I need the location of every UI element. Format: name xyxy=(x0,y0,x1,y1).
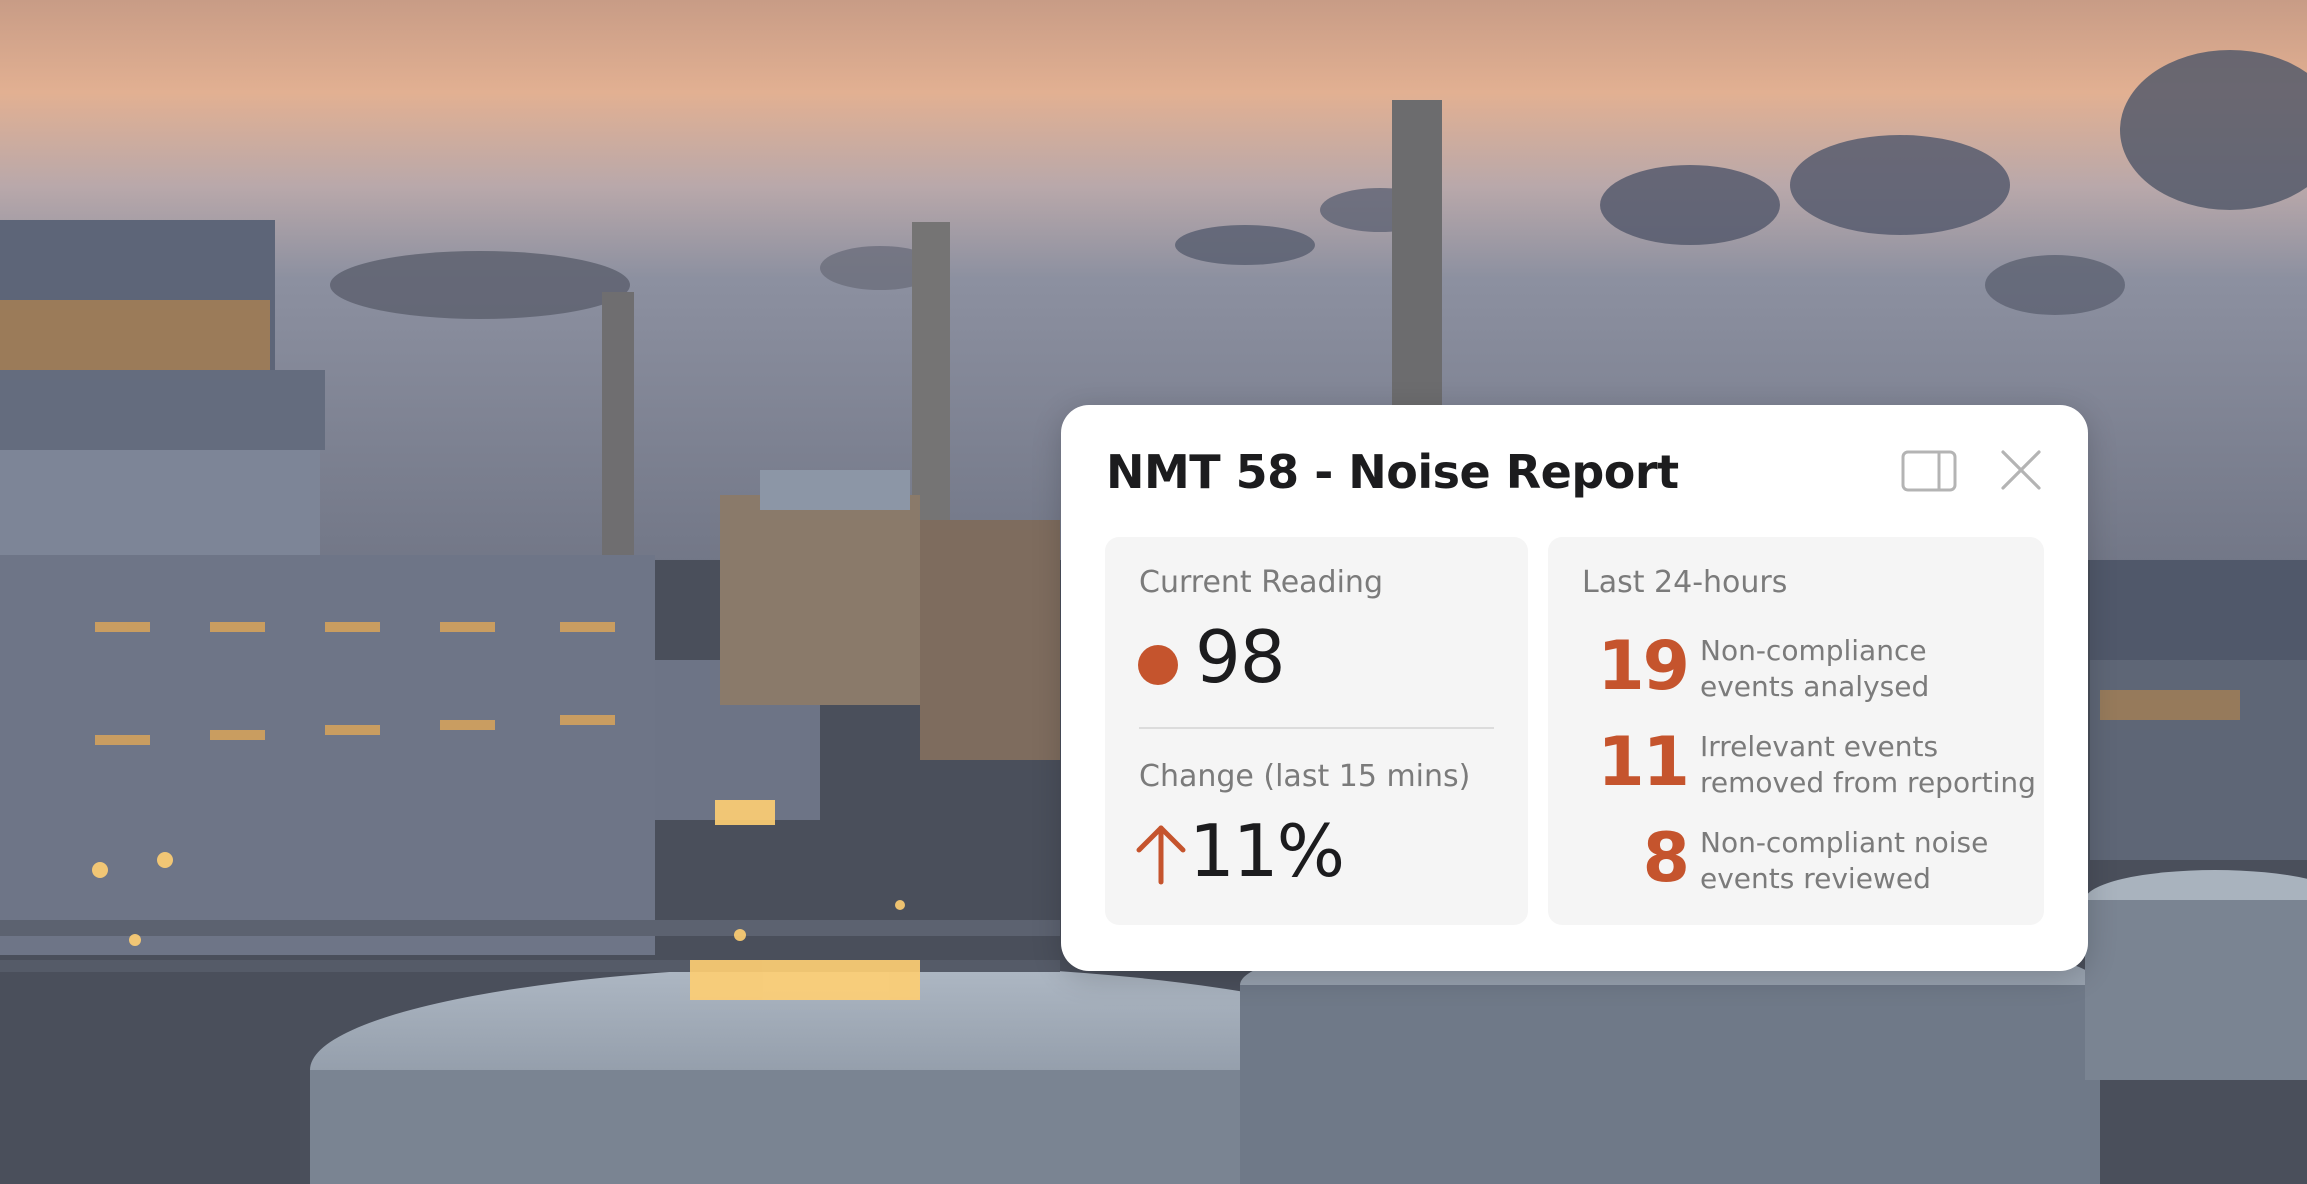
card-title: NMT 58 - Noise Report xyxy=(1106,445,1679,499)
stat-description-line: Non-compliant noise xyxy=(1700,826,1989,859)
stat-description: Non-compliance events analysed xyxy=(1700,633,1929,705)
stat-description: Irrelevant events removed from reporting xyxy=(1700,729,2036,801)
current-reading-value: 98 xyxy=(1195,615,1286,699)
stat-item: 8 Non-compliant noise events reviewed xyxy=(1570,819,2040,899)
noise-report-card: NMT 58 - Noise Report Current Reading 98… xyxy=(1061,405,2088,971)
last-24-hours-label: Last 24-hours xyxy=(1582,565,1788,600)
stat-number: 19 xyxy=(1597,627,1690,706)
stat-description-line: removed from reporting xyxy=(1700,766,2036,799)
stat-item: 11 Irrelevant events removed from report… xyxy=(1570,723,2040,803)
stat-description-line: events reviewed xyxy=(1700,862,1931,895)
close-icon[interactable] xyxy=(1999,448,2043,492)
stat-description: Non-compliant noise events reviewed xyxy=(1700,825,1988,897)
stat-number: 8 xyxy=(1642,819,1690,898)
last-24-hours-panel: Last 24-hours 19 Non-compliance events a… xyxy=(1548,537,2044,925)
stat-description-line: events analysed xyxy=(1700,670,1930,703)
stat-description-line: Irrelevant events xyxy=(1700,730,1939,763)
change-value: 11% xyxy=(1189,809,1345,893)
sidebar-panel-icon[interactable] xyxy=(1901,450,1957,492)
status-dot-icon xyxy=(1138,645,1178,685)
panel-divider xyxy=(1139,727,1494,729)
arrow-up-icon xyxy=(1136,825,1186,885)
stat-item: 19 Non-compliance events analysed xyxy=(1570,627,2040,707)
change-label: Change (last 15 mins) xyxy=(1139,759,1471,794)
current-reading-panel: Current Reading 98 Change (last 15 mins)… xyxy=(1105,537,1528,925)
stat-number: 11 xyxy=(1597,723,1690,802)
current-reading-label: Current Reading xyxy=(1139,565,1383,600)
stat-description-line: Non-compliance xyxy=(1700,634,1927,667)
